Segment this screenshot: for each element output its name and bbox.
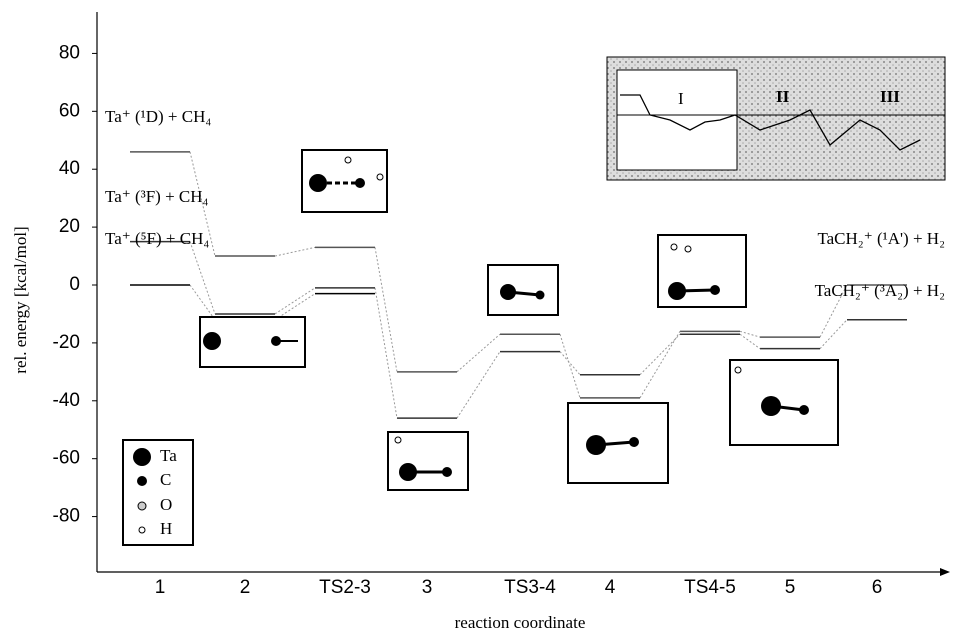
y-tick-label: 40 [59, 158, 80, 179]
atom-legend: Ta C O H [123, 440, 193, 545]
inset: I II III [607, 57, 945, 180]
molecule-box [730, 360, 838, 445]
x-tick-label: TS2-3 [319, 577, 371, 598]
inset-label: II [776, 87, 790, 106]
connector [275, 294, 315, 320]
y-tick-label: -80 [53, 506, 80, 527]
connector [640, 334, 680, 375]
legend-label: Ta [160, 446, 177, 465]
x-axis-label: reaction coordinate [455, 613, 586, 632]
connector [640, 331, 680, 398]
y-tick-label: -60 [53, 448, 80, 469]
annotation: Ta⁺ (¹D) + CH₄ [105, 107, 211, 126]
connector [740, 331, 760, 337]
y-tick-label: 60 [59, 100, 80, 121]
connector [275, 288, 315, 314]
annotation: Ta⁺ (⁵F) + CH₄ [105, 229, 209, 248]
y-tick-label: -40 [53, 390, 80, 411]
chart: 6 5 TS4-5 4 TS3-4 3 TS2-3 2 1 -80 -60 -40 -20 0 20 40 60… [0, 0, 955, 637]
y-tick-label: 80 [59, 42, 80, 63]
connector [560, 352, 580, 375]
legend-label: H [160, 519, 172, 538]
y-axis-label: rel. energy [kcal/mol] [11, 226, 30, 373]
y-tick-label: -20 [53, 332, 80, 353]
inset-label: I [678, 89, 684, 108]
connector [457, 334, 500, 372]
x-tick-label: TS3-4 [504, 577, 556, 598]
annotation: TaCH₂⁺ (³A₂) + H₂ [815, 281, 945, 300]
x-tick-label: 2 [240, 577, 251, 598]
connector [457, 352, 500, 419]
connector [275, 247, 315, 256]
connector [820, 320, 847, 349]
annotation: TaCH₂⁺ (¹A') + H₂ [817, 229, 945, 248]
x-tick-label: 1 [155, 577, 166, 598]
x-axis-arrow [940, 568, 950, 576]
annotation: Ta⁺ (³F) + CH₄ [105, 187, 209, 206]
y-tick-label: 0 [69, 274, 80, 295]
y-tick-label: 20 [59, 216, 80, 237]
x-tick-label: 3 [422, 577, 433, 598]
legend-label: C [160, 470, 171, 489]
x-tick-label: 5 [785, 577, 796, 598]
x-tick-label: 6 [872, 577, 883, 598]
x-tick-label: 4 [605, 577, 616, 598]
connector [560, 334, 580, 398]
legend-label: O [160, 495, 172, 514]
inset-label: III [880, 87, 900, 106]
x-tick-label: TS4-5 [684, 577, 736, 598]
molecule-figures [200, 150, 838, 490]
molecule-box [488, 265, 558, 315]
